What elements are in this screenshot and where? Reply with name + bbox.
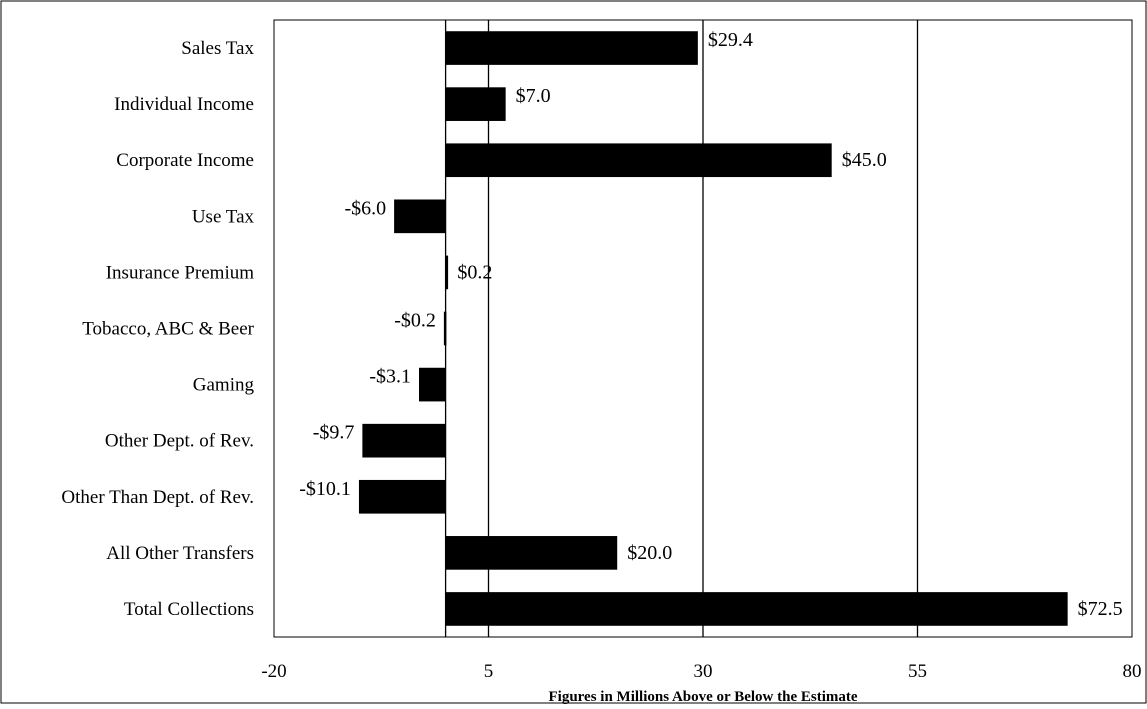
data-label: -$10.1 (299, 478, 351, 500)
data-label: -$3.1 (369, 366, 411, 388)
gridlines (487, 20, 919, 637)
x-tick-label: 30 (694, 661, 713, 682)
category-label: Use Tax (192, 206, 255, 227)
x-tick-label: 55 (908, 661, 927, 682)
x-tick-label: -20 (261, 661, 286, 682)
x-axis-title: Figures in Millions Above or Below the E… (548, 689, 857, 704)
category-label: Sales Tax (181, 38, 254, 59)
x-tick-label: 5 (484, 661, 494, 682)
data-label: -$9.7 (313, 422, 355, 444)
category-label: Insurance Premium (106, 262, 254, 283)
bar (358, 479, 446, 514)
category-label: Gaming (193, 375, 255, 396)
data-label: $29.4 (708, 29, 753, 51)
data-label: $7.0 (516, 85, 551, 107)
category-label: Individual Income (114, 94, 254, 115)
category-label: Total Collections (124, 599, 254, 620)
data-label: -$6.0 (344, 197, 386, 219)
category-label: All Other Transfers (106, 543, 254, 564)
data-labels: $29.4 $7.0 $45.0 -$6.0 $0.2 -$0.2 -$3.1 -$9.7 -$… (299, 29, 1122, 620)
category-label: Corporate Income (116, 150, 254, 171)
x-tick-label: 80 (1123, 661, 1142, 682)
data-label: $20.0 (627, 542, 672, 564)
category-label: Tobacco, ABC & Beer (82, 319, 254, 340)
bar (445, 87, 506, 121)
bar (443, 311, 447, 346)
data-label: $72.5 (1078, 598, 1123, 620)
bar (445, 592, 1068, 626)
category-label: Other Dept. of Rev. (105, 431, 254, 452)
bar (394, 199, 446, 234)
bar (419, 367, 446, 402)
data-label: $0.2 (457, 261, 492, 283)
data-label: $45.0 (842, 149, 887, 171)
bar (445, 143, 832, 178)
bar (445, 31, 698, 65)
bar (362, 423, 446, 458)
bars (358, 31, 1068, 626)
category-label: Other Than Dept. of Rev. (61, 487, 254, 508)
data-label: -$0.2 (394, 310, 436, 332)
category-labels: Sales Tax Individual Income Corporate Inco… (61, 38, 254, 620)
bar (445, 536, 618, 570)
x-tick-labels: -20 5 30 55 80 (261, 661, 1141, 682)
bar (445, 255, 449, 290)
